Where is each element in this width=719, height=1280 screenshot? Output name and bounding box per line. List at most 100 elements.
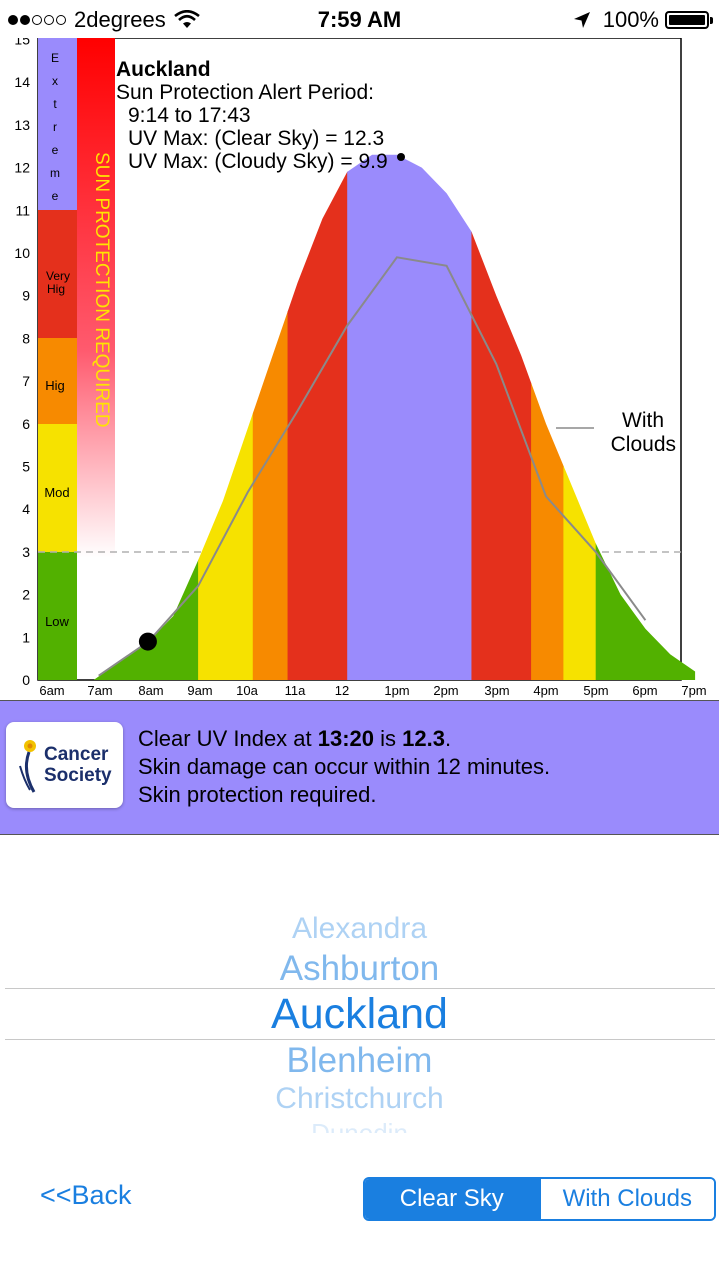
sky-mode-segmented-control[interactable]: Clear Sky With Clouds — [363, 1177, 716, 1221]
picker-selection-top-line — [5, 988, 715, 989]
x-tick-label: 5pm — [583, 683, 608, 698]
x-tick-label: 7am — [87, 683, 112, 698]
legend-high-label: Hig — [45, 378, 65, 393]
picker-item[interactable]: Dunedin — [311, 1118, 408, 1133]
x-tick-label: 1pm — [384, 683, 409, 698]
legend-very-high — [38, 210, 77, 338]
logo-text-line1: Cancer — [44, 744, 109, 765]
legend-moderate — [38, 424, 77, 552]
legend-extreme-letter: e — [52, 143, 59, 157]
status-right: 100% — [573, 7, 713, 33]
legend-low-label: Low — [45, 614, 69, 629]
uv-time: 13:20 — [317, 726, 375, 751]
carrier-name: 2degrees — [74, 7, 166, 32]
x-tick-label: 6am — [39, 683, 64, 698]
y-tick-label: 0 — [22, 672, 30, 688]
y-tick-label: 8 — [22, 330, 30, 346]
legend-extreme-letter: m — [50, 166, 60, 180]
x-axis: 6am 7am 8am 9am 10a 11a 12 1pm 2pm 3pm 4pm 5pm 6pm 7p… — [39, 683, 706, 698]
x-tick-label: 3pm — [484, 683, 509, 698]
sun-protection-text: SUN PROTECTION REQUIRED — [91, 152, 112, 428]
y-tick-label: 3 — [22, 544, 30, 560]
x-tick-label: 8am — [138, 683, 163, 698]
y-tick-label: 11 — [15, 202, 30, 218]
uv-level-band — [347, 154, 472, 680]
picker-item[interactable]: Ashburton — [279, 949, 440, 988]
y-tick-label: 6 — [22, 416, 30, 432]
uv-index-line: Clear UV Index at 13:20 is 12.3. — [138, 725, 550, 753]
skin-protection-line: Skin protection required. — [138, 782, 377, 807]
y-tick-label: 1 — [22, 629, 30, 645]
legend-moderate-label: Mod — [44, 485, 69, 500]
with-clouds-segment[interactable]: With Clouds — [538, 1179, 714, 1219]
clock: 7:59 AM — [317, 7, 402, 32]
skin-damage-line: Skin damage can occur within 12 minutes. — [138, 754, 551, 779]
legend-extreme-letter: x — [52, 74, 58, 88]
y-tick-label: 10 — [14, 245, 30, 261]
y-tick-label: 15 — [14, 38, 30, 48]
picker-item[interactable]: Alexandra — [291, 912, 428, 945]
peak-marker — [397, 153, 405, 161]
x-tick-label: 2pm — [433, 683, 458, 698]
uv-max-cloudy: UV Max: (Cloudy Sky) = 9.9 — [128, 150, 388, 173]
back-button[interactable]: <<Back — [40, 1180, 132, 1210]
alert-period: 9:14 to 17:43 — [128, 104, 251, 127]
uv-info-bar: Cancer Society Clear UV Index at 13:20 i… — [0, 700, 719, 835]
x-tick-label: 6pm — [632, 683, 657, 698]
uv-value: 12.3 — [402, 726, 445, 751]
picker-item[interactable]: Blenheim — [286, 1041, 433, 1080]
uv-is: is — [374, 726, 403, 751]
x-tick-label: 12 — [335, 683, 349, 698]
logo-text-line2: Society — [44, 765, 112, 786]
chart-title: Auckland — [116, 58, 211, 81]
legend-extreme-letter: t — [53, 97, 57, 111]
cancer-society-logo[interactable]: Cancer Society — [6, 722, 123, 808]
legend-extreme-letter: r — [53, 120, 57, 134]
legend-extreme — [38, 38, 77, 210]
picker-selection-bottom-line — [5, 1039, 715, 1040]
uv-prefix: Clear UV Index at — [138, 726, 318, 751]
battery-icon — [665, 11, 713, 29]
uv-info-text: Clear UV Index at 13:20 is 12.3. Skin da… — [138, 725, 550, 809]
alert-label: Sun Protection Alert Period: — [116, 81, 374, 104]
battery-percent: 100% — [602, 7, 659, 32]
legend-very-high-label: Very Hig — [46, 269, 70, 296]
signal-dot-icon — [8, 15, 18, 25]
x-tick-label: 4pm — [533, 683, 558, 698]
legend-high — [38, 338, 77, 424]
uv-period: . — [444, 726, 452, 751]
with-clouds-label-2: Clouds — [611, 433, 676, 456]
signal-dot-icon — [44, 15, 54, 25]
x-tick-label: 11a — [285, 683, 306, 698]
picker-item[interactable]: Christchurch — [275, 1082, 444, 1112]
location-picker[interactable]: Alexandra Ashburton Auckland Blenheim Ch… — [0, 900, 719, 1140]
y-tick-label: 5 — [22, 459, 30, 475]
wifi-icon — [173, 10, 200, 28]
x-tick-label: 9am — [187, 683, 212, 698]
signal-dot-icon — [20, 15, 30, 25]
location-arrow-icon — [573, 12, 590, 28]
legend-extreme-letter: e — [52, 189, 59, 203]
y-tick-label: 12 — [14, 160, 30, 176]
carrier-info: 2degrees — [8, 7, 200, 33]
current-time-marker[interactable] — [138, 632, 157, 651]
y-tick-label: 14 — [14, 74, 30, 90]
y-tick-label: 2 — [22, 587, 30, 603]
picker-item-selected[interactable]: Auckland — [271, 990, 448, 1038]
signal-dot-icon — [56, 15, 66, 25]
x-tick-label: 10a — [236, 683, 258, 698]
cloudy-sky-line — [98, 256, 647, 677]
y-tick-label: 4 — [22, 501, 30, 517]
daffodil-icon — [19, 740, 36, 793]
y-tick-label: 9 — [22, 288, 30, 304]
status-bar: 2degrees 7:59 AM 100% — [0, 0, 719, 38]
x-tick-label: 7pm — [681, 683, 706, 698]
clear-sky-segment[interactable]: Clear Sky — [365, 1179, 539, 1219]
legend-low — [38, 552, 77, 680]
with-clouds-label-1: With — [622, 409, 664, 432]
y-tick-label: 7 — [22, 373, 30, 389]
